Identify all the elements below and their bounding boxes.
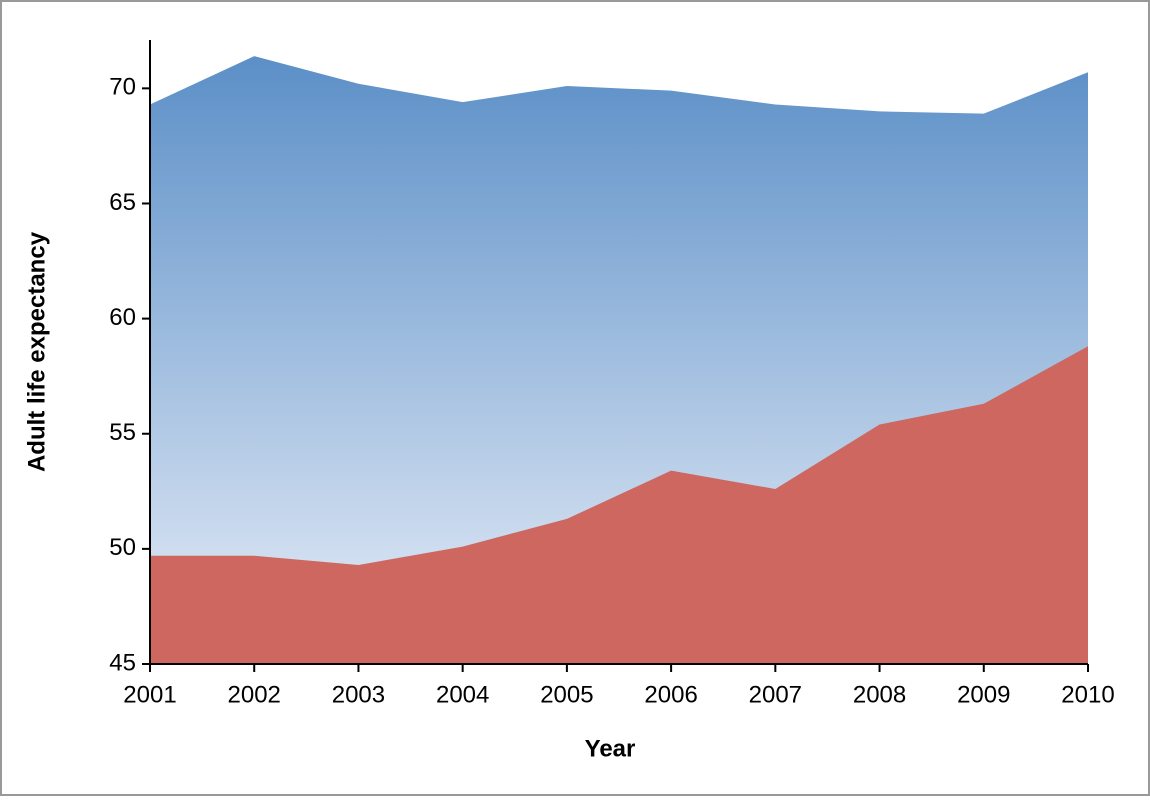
y-axis-label: Adult life expectancy xyxy=(23,231,50,472)
area xyxy=(150,346,1088,664)
x-tick-label: 2006 xyxy=(644,681,697,708)
y-tick-label: 55 xyxy=(109,419,136,446)
y-tick-label: 45 xyxy=(109,649,136,676)
x-tick-label: 2009 xyxy=(957,681,1010,708)
y-tick-label: 70 xyxy=(109,74,136,101)
x-tick-label: 2010 xyxy=(1061,681,1114,708)
x-tick-label: 2004 xyxy=(436,681,489,708)
x-tick-label: 2007 xyxy=(749,681,802,708)
x-tick-label: 2003 xyxy=(332,681,385,708)
x-axis-label: Year xyxy=(585,735,636,762)
y-tick-label: 50 xyxy=(109,534,136,561)
x-tick-label: 2005 xyxy=(540,681,593,708)
x-tick-label: 2002 xyxy=(228,681,281,708)
y-tick-label: 60 xyxy=(109,304,136,331)
y-tick-label: 65 xyxy=(109,189,136,216)
x-tick-label: 2001 xyxy=(123,681,176,708)
x-tick-label: 2008 xyxy=(853,681,906,708)
